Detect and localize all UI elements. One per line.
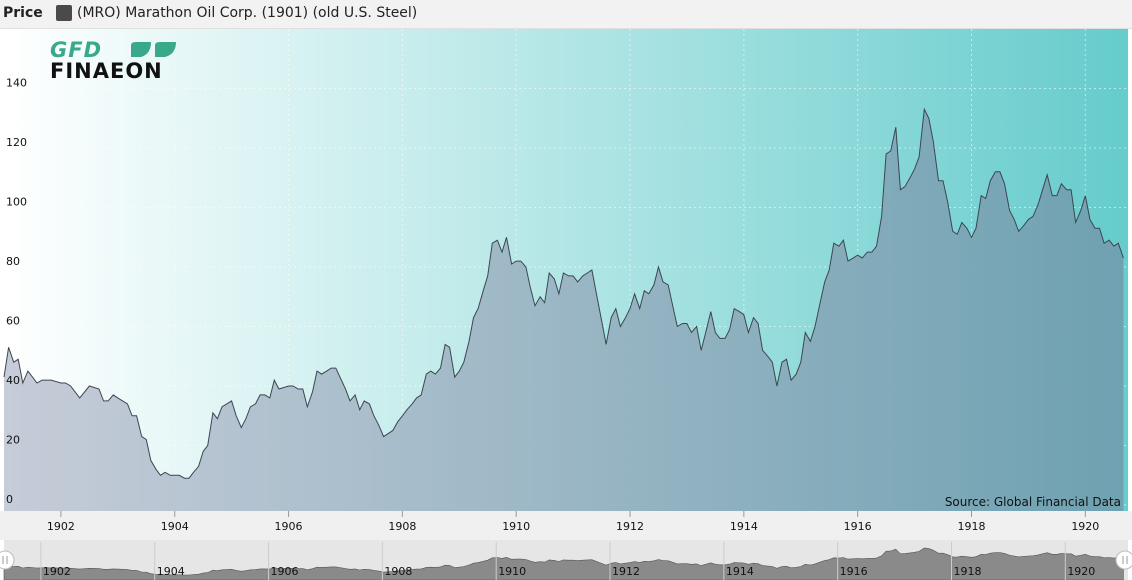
y-axis: 0 20 40 60 80 100 120 140 xyxy=(6,77,27,507)
x-tick-label: 1906 xyxy=(275,520,303,533)
navigator-tick-label: 1902 xyxy=(43,565,71,578)
legend-label[interactable]: (MRO) Marathon Oil Corp. (1901) (old U.S… xyxy=(77,5,418,21)
y-tick-label: 40 xyxy=(6,374,20,387)
price-line xyxy=(3,107,1124,479)
x-tick-label: 1910 xyxy=(502,520,530,533)
x-tick-label: 1908 xyxy=(388,520,416,533)
x-tick-label: 1904 xyxy=(161,520,189,533)
price-area xyxy=(4,109,1124,512)
navigator-tick-label: 1904 xyxy=(157,565,185,578)
navigator-ticks: 1902 1904 1906 1908 1910 1912 1914 1916 1918 1920 xyxy=(40,542,1095,580)
navigator-tick-label: 1918 xyxy=(953,565,981,578)
y-tick-label: 60 xyxy=(6,315,20,328)
y-tick-label: 100 xyxy=(6,196,27,209)
y-tick-label: 80 xyxy=(6,255,20,268)
navigator-tick-label: 1912 xyxy=(612,565,640,578)
navigator-area xyxy=(3,547,1124,580)
legend-swatch[interactable] xyxy=(56,5,72,21)
x-tick-label: 1902 xyxy=(47,520,75,533)
navigator-tick-label: 1906 xyxy=(271,565,299,578)
y-tick-label: 120 xyxy=(6,136,27,149)
x-axis: 1902 1904 1906 1908 1910 1912 1914 1916 1918 1920 xyxy=(0,511,1132,540)
navigator-tick-label: 1908 xyxy=(384,565,412,578)
chart-header: Price (MRO) Marathon Oil Corp. (1901) (o… xyxy=(0,0,1132,29)
source-label: Source: Global Financial Data xyxy=(945,495,1121,509)
navigator-tick-label: 1910 xyxy=(498,565,526,578)
logo-bottom-text: FINAEON xyxy=(50,59,163,83)
navigator-left-handle[interactable] xyxy=(0,550,15,570)
gfd-finaeon-logo: GFD FINAEON xyxy=(50,38,176,83)
navigator-tick-label: 1916 xyxy=(840,565,868,578)
x-axis-band xyxy=(0,511,1132,540)
logo-leaf-icon xyxy=(131,42,151,57)
range-navigator[interactable]: 1902 1904 1906 1908 1910 1912 1914 1916 1918 1920 xyxy=(0,540,1132,580)
x-tick-label: 1920 xyxy=(1071,520,1099,533)
x-tick-label: 1914 xyxy=(730,520,758,533)
logo-top-text: GFD xyxy=(50,38,102,62)
navigator-tick-label: 1920 xyxy=(1067,565,1095,578)
navigator-tick-label: 1914 xyxy=(726,565,754,578)
logo-leaf-icon-2 xyxy=(155,42,176,57)
x-tick-label: 1912 xyxy=(616,520,644,533)
x-tick-label: 1916 xyxy=(844,520,872,533)
navigator-right-handle[interactable] xyxy=(1115,550,1132,570)
y-tick-label: 0 xyxy=(6,493,13,506)
y-tick-label: 20 xyxy=(6,434,20,447)
y-tick-label: 140 xyxy=(6,77,27,90)
price-label: Price xyxy=(3,5,43,21)
x-tick-label: 1918 xyxy=(957,520,985,533)
